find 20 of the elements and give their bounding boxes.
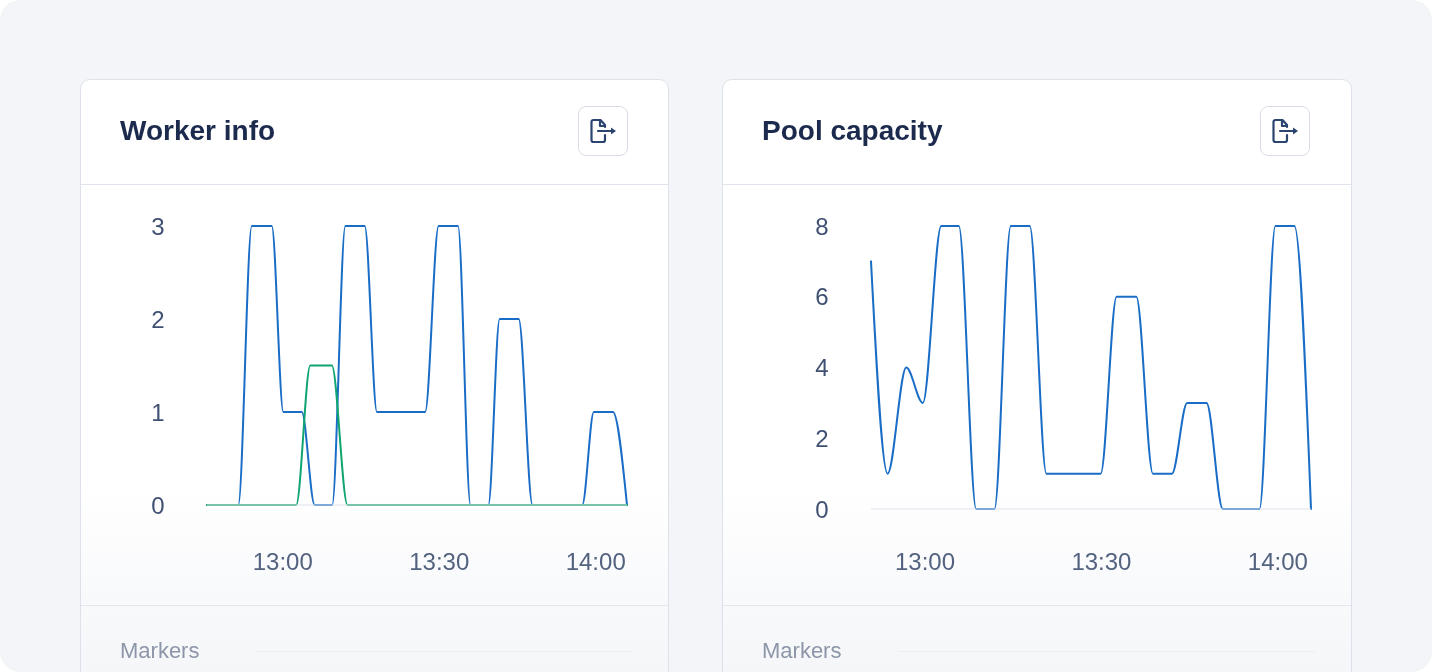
text: Markers [762, 638, 842, 664]
y-tick-label: 2 [151, 305, 165, 333]
y-tick-label: 1 [151, 398, 165, 426]
x-tick-label: 13:00 [894, 547, 956, 575]
y-tick-label: 0 [151, 491, 165, 519]
y-tick-label: 2 [815, 424, 829, 452]
y-tick-label: 8 [815, 212, 829, 240]
x-tick-label: 13:30 [409, 547, 470, 575]
y-tick-label: 6 [815, 283, 829, 311]
line-series [870, 225, 1312, 510]
text: Markers [120, 638, 200, 664]
y-tick-label: 3 [151, 212, 165, 240]
x-tick-label: 13:30 [1071, 547, 1132, 575]
chart-title: Worker info [120, 115, 276, 147]
x-tick-label: 14:00 [565, 547, 626, 575]
chart-title: Pool capacity [762, 115, 943, 147]
y-tick-label: 4 [815, 354, 829, 381]
x-tick-label: 14:00 [1247, 547, 1308, 575]
y-tick-label: 0 [815, 495, 829, 523]
x-tick-label: 13:00 [252, 547, 313, 575]
